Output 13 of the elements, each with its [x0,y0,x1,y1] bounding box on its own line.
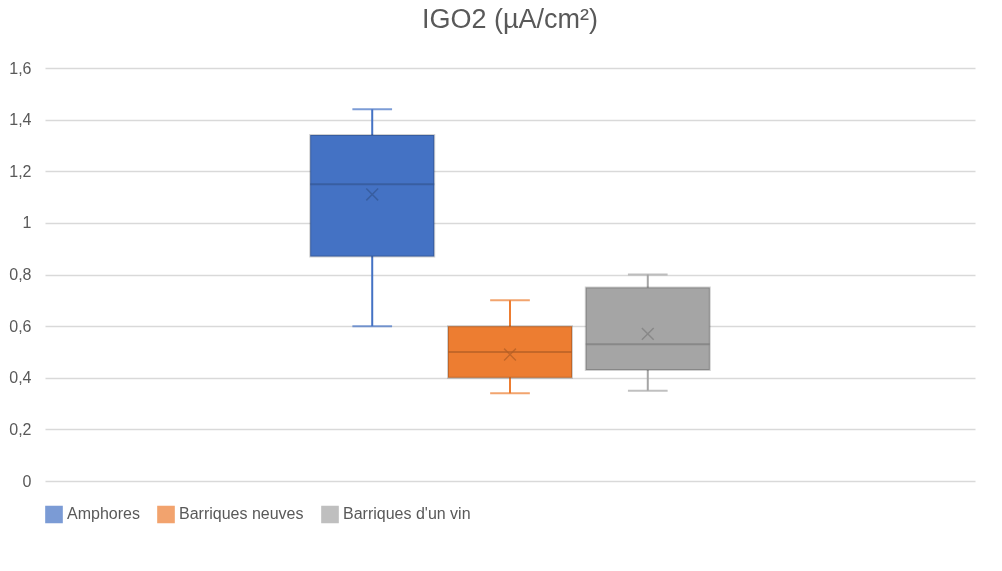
y-tick-label: 0,4 [9,369,32,387]
y-tick-label: 1,6 [9,59,32,77]
y-tick-label: 0,8 [9,266,32,283]
legend-label: Barriques neuves [179,505,304,523]
y-tick-label: 1,2 [9,162,32,180]
y-tick-label: 1 [22,214,32,232]
y-tick-label: 0,6 [9,317,32,335]
legend-label: Amphores [67,505,140,523]
y-tick-label: 0 [22,472,32,490]
y-tick-label: 0,2 [9,420,32,438]
legend-label: Barriques d'un vin [343,505,471,523]
chart-title: IGO2 (µA/cm²) [421,4,599,34]
y-tick-label: 1,4 [9,111,32,129]
